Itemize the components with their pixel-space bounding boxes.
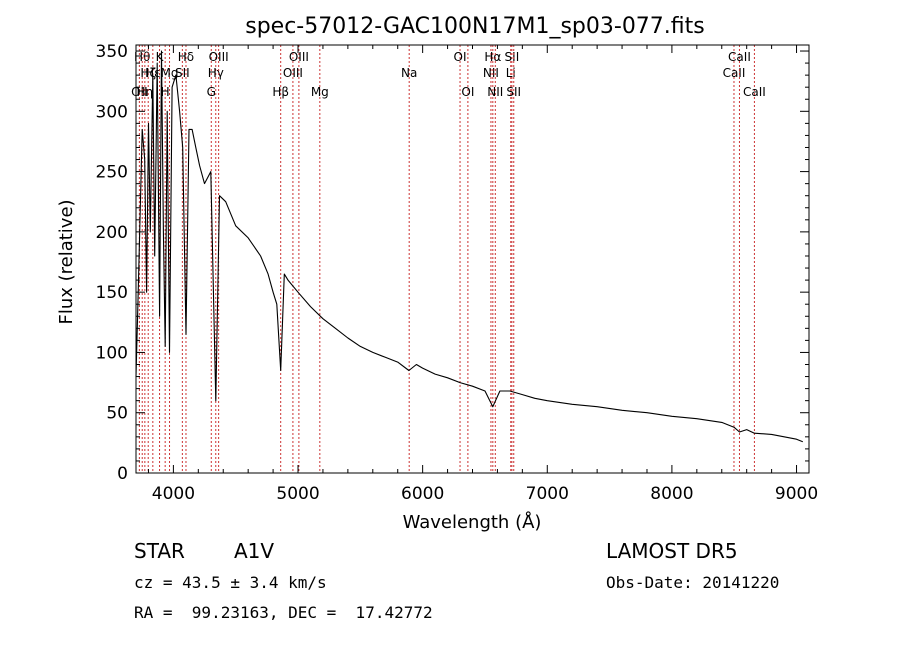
- y-tick-label: 350: [96, 42, 128, 62]
- y-axis: 0 50 100 150 200 250 300 350: [96, 42, 809, 484]
- line-marker-label: Hζ: [140, 66, 156, 80]
- spectral-line-markers: OIIHθHηHζHεKHMgSIIHδGHγOIIIHβOIIIOIIIMgN…: [131, 45, 766, 473]
- observation-date: Obs-Date: 20141220: [606, 573, 780, 592]
- line-marker-label: Hη: [137, 85, 154, 99]
- line-marker-label: Li: [506, 66, 516, 80]
- x-tick-label: 9000: [775, 484, 818, 504]
- spectrum-series: [135, 50, 804, 443]
- line-marker-label: CaII: [723, 66, 746, 80]
- line-marker-label: K: [156, 50, 165, 64]
- y-tick-label: 100: [96, 343, 128, 363]
- y-tick-label: 0: [117, 464, 128, 484]
- line-marker-label: Hδ: [178, 50, 194, 64]
- line-marker-label: SII: [505, 50, 520, 64]
- line-marker-label: OI: [461, 85, 474, 99]
- line-marker-label: OIII: [283, 66, 303, 80]
- line-marker-label: Hα: [484, 50, 501, 64]
- x-tick-label: 8000: [650, 484, 693, 504]
- line-marker-label: OIII: [209, 50, 229, 64]
- redshift-value: cz = 43.5 ± 3.4 km/s: [134, 573, 327, 592]
- x-tick-label: 4000: [152, 484, 195, 504]
- object-class: STAR: [134, 539, 185, 563]
- x-axis: 4000 5000 6000 7000 8000 9000: [147, 45, 818, 504]
- y-tick-label: 200: [96, 223, 128, 243]
- line-marker-label: OII: [131, 85, 148, 99]
- line-marker-label: Mg: [311, 85, 329, 99]
- x-tick-label: 5000: [276, 484, 319, 504]
- survey-release: LAMOST DR5: [606, 539, 738, 563]
- line-marker-label: CaII: [743, 85, 766, 99]
- line-marker-label: Mg: [161, 66, 179, 80]
- chart-title: spec-57012-GAC100N17M1_sp03-077.fits: [245, 14, 705, 39]
- line-marker-label: Hβ: [272, 85, 289, 99]
- x-axis-label: Wavelength (Å): [403, 511, 542, 533]
- line-marker-label: SII: [506, 85, 521, 99]
- line-marker-label: Hθ: [134, 50, 150, 64]
- x-tick-label: 6000: [401, 484, 444, 504]
- plot-frame: [135, 44, 810, 474]
- y-tick-label: 50: [106, 404, 128, 424]
- line-marker-label: CaII: [728, 50, 751, 64]
- y-tick-label: 300: [96, 102, 128, 122]
- line-marker-label: OI: [454, 50, 467, 64]
- line-marker-label: NII: [483, 66, 499, 80]
- y-axis-label: Flux (relative): [56, 199, 77, 324]
- x-tick-label: 7000: [526, 484, 569, 504]
- object-subclass: A1V: [234, 539, 275, 563]
- line-marker-label: NII: [487, 85, 503, 99]
- y-tick-label: 150: [96, 283, 128, 303]
- y-tick-label: 250: [96, 163, 128, 183]
- line-marker-label: G: [207, 85, 216, 99]
- line-marker-label: Hγ: [208, 66, 224, 80]
- line-marker-label: SII: [175, 66, 190, 80]
- line-marker-label: OIII: [289, 50, 309, 64]
- line-marker-label: H: [161, 85, 170, 99]
- spectrum-line: [135, 50, 804, 443]
- line-marker-label: Na: [401, 66, 417, 80]
- coordinates: RA = 99.23163, DEC = 17.42772: [134, 603, 433, 622]
